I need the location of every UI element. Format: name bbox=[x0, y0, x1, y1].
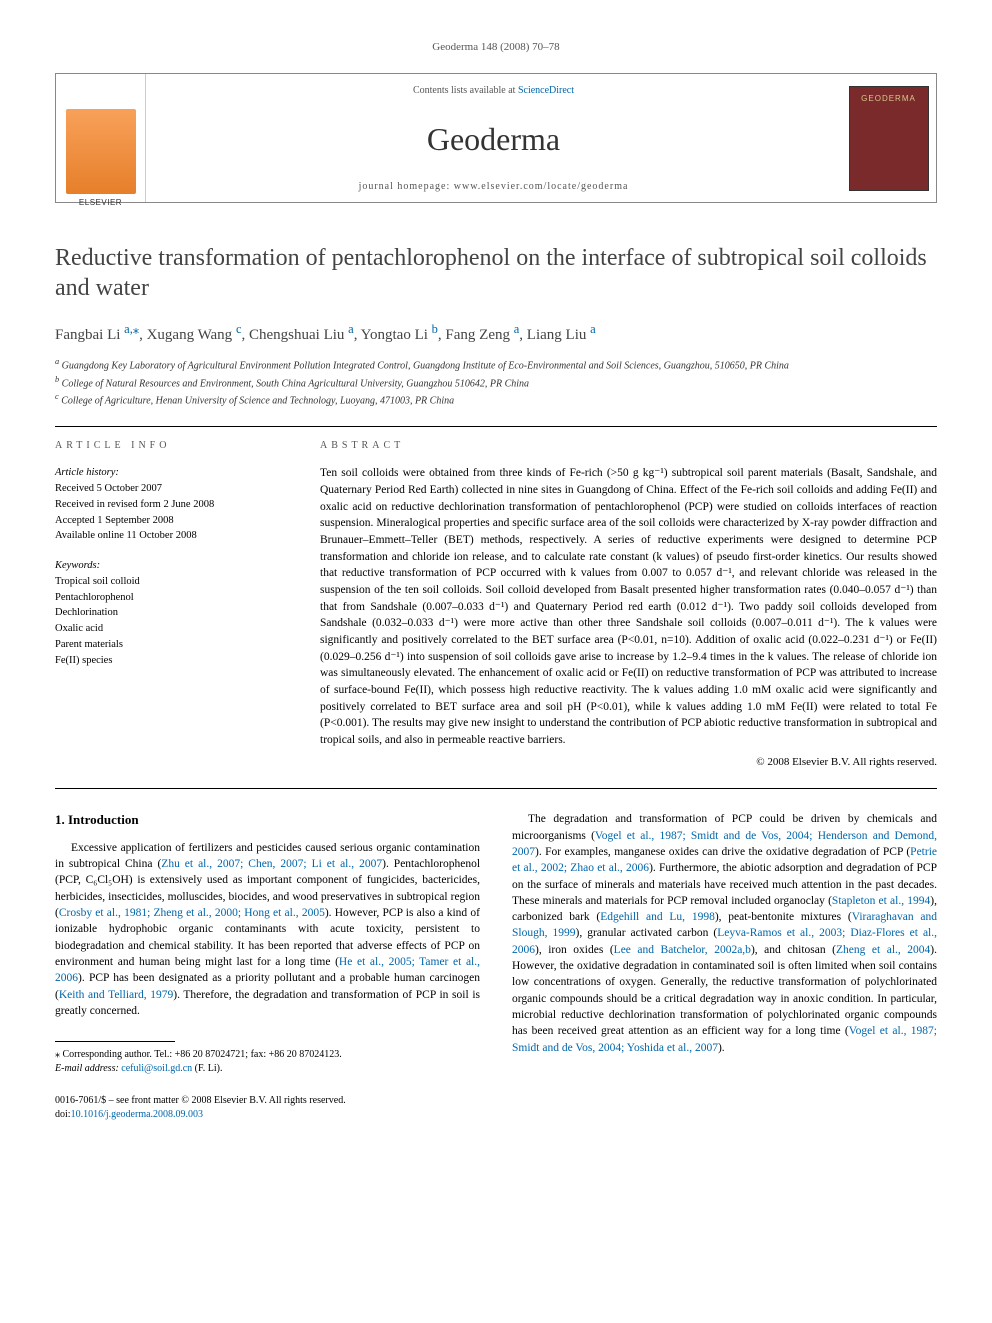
homepage-url: www.elsevier.com/locate/geoderma bbox=[454, 181, 629, 192]
rule-top bbox=[55, 426, 937, 427]
body-columns: 1. Introduction Excessive application of… bbox=[55, 811, 937, 1122]
homepage-prefix: journal homepage: bbox=[359, 181, 454, 192]
abstract-copyright: © 2008 Elsevier B.V. All rights reserved… bbox=[320, 755, 937, 770]
email-link[interactable]: cefuli@soil.gd.cn bbox=[121, 1063, 192, 1074]
footnote-rule bbox=[55, 1041, 175, 1042]
history-line: Received in revised form 2 June 2008 bbox=[55, 497, 280, 513]
affiliation-c: c College of Agriculture, Henan Universi… bbox=[55, 391, 937, 408]
body-column-left: 1. Introduction Excessive application of… bbox=[55, 811, 480, 1122]
email-label: E-mail address: bbox=[55, 1063, 119, 1074]
history-label: Article history: bbox=[55, 465, 280, 481]
keyword: Dechlorination bbox=[55, 605, 280, 621]
article-history: Article history: Received 5 October 2007… bbox=[55, 465, 280, 544]
keyword: Oxalic acid bbox=[55, 621, 280, 637]
history-line: Received 5 October 2007 bbox=[55, 481, 280, 497]
contents-list-line: Contents lists available at ScienceDirec… bbox=[166, 84, 821, 98]
article-info-label: ARTICLE INFO bbox=[55, 439, 280, 453]
keyword: Parent materials bbox=[55, 637, 280, 653]
article-info-column: ARTICLE INFO Article history: Received 5… bbox=[55, 439, 280, 770]
history-line: Available online 11 October 2008 bbox=[55, 528, 280, 544]
email-line: E-mail address: cefuli@soil.gd.cn (F. Li… bbox=[55, 1062, 480, 1076]
author-list: Fangbai Li a,⁎, Xugang Wang c, Chengshua… bbox=[55, 321, 937, 346]
history-line: Accepted 1 September 2008 bbox=[55, 513, 280, 529]
journal-banner: Contents lists available at ScienceDirec… bbox=[55, 73, 937, 203]
affiliations: a Guangdong Key Laboratory of Agricultur… bbox=[55, 356, 937, 408]
body-column-right: The degradation and transformation of PC… bbox=[512, 811, 937, 1122]
journal-homepage-line: journal homepage: www.elsevier.com/locat… bbox=[166, 180, 821, 194]
publisher-logo-area bbox=[56, 74, 146, 202]
corresponding-line: ⁎ Corresponding author. Tel.: +86 20 870… bbox=[55, 1048, 480, 1062]
doi-prefix: doi: bbox=[55, 1109, 71, 1120]
affiliation-a: a Guangdong Key Laboratory of Agricultur… bbox=[55, 356, 937, 373]
body-paragraph: Excessive application of fertilizers and… bbox=[55, 840, 480, 1020]
keyword: Fe(II) species bbox=[55, 653, 280, 669]
journal-name: Geoderma bbox=[166, 117, 821, 162]
corresponding-author-footnote: ⁎ Corresponding author. Tel.: +86 20 870… bbox=[55, 1048, 480, 1076]
email-name: (F. Li). bbox=[195, 1063, 223, 1074]
body-paragraph: The degradation and transformation of PC… bbox=[512, 811, 937, 1056]
keyword: Tropical soil colloid bbox=[55, 574, 280, 590]
running-head: Geoderma 148 (2008) 70–78 bbox=[55, 40, 937, 55]
elsevier-logo-icon bbox=[66, 109, 136, 194]
contents-prefix: Contents lists available at bbox=[413, 85, 518, 96]
doi-link[interactable]: 10.1016/j.geoderma.2008.09.003 bbox=[71, 1109, 203, 1120]
sciencedirect-link[interactable]: ScienceDirect bbox=[518, 85, 574, 96]
page-footer: 0016-7061/$ – see front matter © 2008 El… bbox=[55, 1094, 480, 1122]
keywords: Keywords: Tropical soil colloid Pentachl… bbox=[55, 558, 280, 668]
section-heading-introduction: 1. Introduction bbox=[55, 811, 480, 829]
article-title: Reductive transformation of pentachlorop… bbox=[55, 243, 937, 303]
rule-mid bbox=[55, 788, 937, 789]
affiliation-b: b College of Natural Resources and Envir… bbox=[55, 374, 937, 391]
abstract-label: ABSTRACT bbox=[320, 439, 937, 453]
abstract-text: Ten soil colloids were obtained from thr… bbox=[320, 465, 937, 748]
banner-center: Contents lists available at ScienceDirec… bbox=[146, 74, 841, 202]
abstract-column: ABSTRACT Ten soil colloids were obtained… bbox=[320, 439, 937, 770]
cover-area bbox=[841, 74, 936, 202]
keyword: Pentachlorophenol bbox=[55, 590, 280, 606]
journal-cover-icon bbox=[849, 86, 929, 191]
keywords-label: Keywords: bbox=[55, 558, 280, 574]
doi-line: doi:10.1016/j.geoderma.2008.09.003 bbox=[55, 1108, 480, 1122]
front-matter-line: 0016-7061/$ – see front matter © 2008 El… bbox=[55, 1094, 480, 1108]
